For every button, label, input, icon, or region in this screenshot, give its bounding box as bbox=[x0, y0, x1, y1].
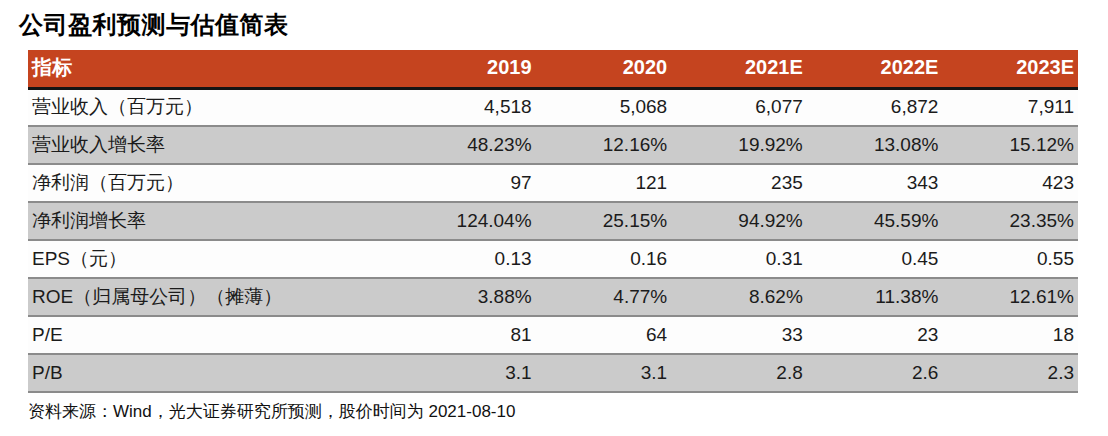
table-cell: 0.45 bbox=[807, 240, 943, 278]
table-row-roe: ROE（归属母公司）（摊薄） 3.88% 4.77% 8.62% 11.38% … bbox=[28, 278, 1078, 316]
table-row-eps: EPS（元） 0.13 0.16 0.31 0.45 0.55 bbox=[28, 240, 1078, 278]
table-cell: 6,077 bbox=[671, 88, 807, 126]
table-cell: 13.08% bbox=[807, 126, 943, 164]
table-cell: 124.04% bbox=[400, 202, 536, 240]
table-cell: 12.16% bbox=[536, 126, 672, 164]
table-cell: 235 bbox=[671, 164, 807, 202]
table-row-pe: P/E 81 64 33 23 18 bbox=[28, 316, 1078, 354]
table-cell: 33 bbox=[671, 316, 807, 354]
row-label: 营业收入增长率 bbox=[28, 126, 400, 164]
table-cell: 2.8 bbox=[671, 354, 807, 392]
page-title: 公司盈利预测与估值简表 bbox=[19, 9, 289, 41]
table-cell: 23 bbox=[807, 316, 943, 354]
table-cell: 0.16 bbox=[536, 240, 672, 278]
table-cell: 81 bbox=[400, 316, 536, 354]
column-header-2019: 2019 bbox=[400, 50, 536, 88]
report-snippet: 公司盈利预测与估值简表 指标 2019 2020 2021E 2022E 202… bbox=[0, 0, 1108, 436]
table-cell: 0.13 bbox=[400, 240, 536, 278]
column-header-2021e: 2021E bbox=[671, 50, 807, 88]
source-note: 资料来源：Wind，光大证券研究所预测，股价时间为 2021-08-10 bbox=[28, 400, 515, 423]
row-label: ROE（归属母公司）（摊薄） bbox=[28, 278, 400, 316]
table-cell: 2.3 bbox=[942, 354, 1078, 392]
row-label: 净利润（百万元） bbox=[28, 164, 400, 202]
table-cell: 94.92% bbox=[671, 202, 807, 240]
table-cell: 7,911 bbox=[942, 88, 1078, 126]
table-row-net-profit-growth: 净利润增长率 124.04% 25.15% 94.92% 45.59% 23.3… bbox=[28, 202, 1078, 240]
table-row-revenue: 营业收入（百万元） 4,518 5,068 6,077 6,872 7,911 bbox=[28, 88, 1078, 126]
table-cell: 97 bbox=[400, 164, 536, 202]
column-header-2020: 2020 bbox=[536, 50, 672, 88]
table-cell: 25.15% bbox=[536, 202, 672, 240]
table-cell: 48.23% bbox=[400, 126, 536, 164]
row-label: P/E bbox=[28, 316, 400, 354]
table-cell: 11.38% bbox=[807, 278, 943, 316]
table-cell: 5,068 bbox=[536, 88, 672, 126]
table-row-pb: P/B 3.1 3.1 2.8 2.6 2.3 bbox=[28, 354, 1078, 392]
row-label: 营业收入（百万元） bbox=[28, 88, 400, 126]
table-cell: 2.6 bbox=[807, 354, 943, 392]
column-header-2022e: 2022E bbox=[807, 50, 943, 88]
column-header-indicator: 指标 bbox=[28, 50, 400, 88]
table-cell: 3.1 bbox=[400, 354, 536, 392]
row-label: EPS（元） bbox=[28, 240, 400, 278]
table-cell: 15.12% bbox=[942, 126, 1078, 164]
table-cell: 45.59% bbox=[807, 202, 943, 240]
row-label: P/B bbox=[28, 354, 400, 392]
table-cell: 423 bbox=[942, 164, 1078, 202]
table-cell: 4,518 bbox=[400, 88, 536, 126]
row-label: 净利润增长率 bbox=[28, 202, 400, 240]
table-cell: 0.55 bbox=[942, 240, 1078, 278]
table-cell: 3.1 bbox=[536, 354, 672, 392]
table-cell: 8.62% bbox=[671, 278, 807, 316]
table-cell: 18 bbox=[942, 316, 1078, 354]
column-header-2023e: 2023E bbox=[942, 50, 1078, 88]
forecast-valuation-table: 指标 2019 2020 2021E 2022E 2023E 营业收入（百万元）… bbox=[28, 50, 1078, 393]
table-row-net-profit: 净利润（百万元） 97 121 235 343 423 bbox=[28, 164, 1078, 202]
table-cell: 3.88% bbox=[400, 278, 536, 316]
table-row-revenue-growth: 营业收入增长率 48.23% 12.16% 19.92% 13.08% 15.1… bbox=[28, 126, 1078, 164]
table-header-row: 指标 2019 2020 2021E 2022E 2023E bbox=[28, 50, 1078, 88]
table-cell: 23.35% bbox=[942, 202, 1078, 240]
table-cell: 19.92% bbox=[671, 126, 807, 164]
table-cell: 0.31 bbox=[671, 240, 807, 278]
table-cell: 343 bbox=[807, 164, 943, 202]
table-cell: 4.77% bbox=[536, 278, 672, 316]
table-cell: 64 bbox=[536, 316, 672, 354]
table-cell: 6,872 bbox=[807, 88, 943, 126]
table-cell: 121 bbox=[536, 164, 672, 202]
table-cell: 12.61% bbox=[942, 278, 1078, 316]
